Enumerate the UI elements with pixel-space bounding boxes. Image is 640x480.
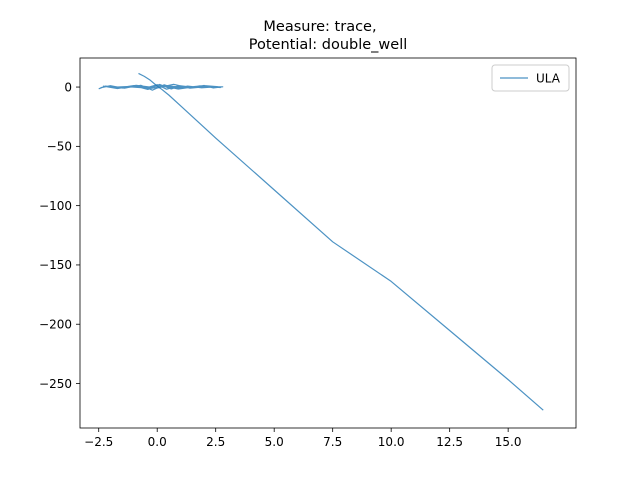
chart-title-line-2: Potential: double_well <box>249 37 408 53</box>
y-axis: 0 −50 −100 −150 −200 −250 <box>39 80 80 391</box>
x-axis: −2.5 0.0 2.5 5.0 7.5 10.0 12.5 15.0 <box>84 428 522 449</box>
x-tick-label: 15.0 <box>495 435 522 449</box>
y-tick-label: −150 <box>39 258 72 272</box>
y-tick-label: −250 <box>39 377 72 391</box>
y-tick-label: −100 <box>39 199 72 213</box>
y-tick-label: −200 <box>39 318 72 332</box>
y-tick-label: 0 <box>64 80 72 94</box>
series-line-1 <box>138 72 544 411</box>
x-tick-label: 12.5 <box>436 435 463 449</box>
x-tick-label: 5.0 <box>265 435 284 449</box>
x-tick-label: 2.5 <box>206 435 225 449</box>
series-line-2 <box>98 83 224 91</box>
axes-frame <box>79 57 577 429</box>
series-layer <box>98 72 544 411</box>
plot-area: −2.5 0.0 2.5 5.0 7.5 10.0 12.5 15.0 0 −50 −100 −15… <box>39 57 577 449</box>
x-tick-label: −2.5 <box>84 435 113 449</box>
x-tick-label: 7.5 <box>323 435 342 449</box>
legend-box <box>491 64 570 92</box>
chart-title-line-1: Measure: trace, <box>263 19 376 35</box>
legend: ULA <box>491 64 570 92</box>
x-tick-label: 0.0 <box>148 435 167 449</box>
y-tick-label: −50 <box>47 140 72 154</box>
legend-label-ula: ULA <box>536 72 561 86</box>
x-tick-label: 10.0 <box>378 435 405 449</box>
